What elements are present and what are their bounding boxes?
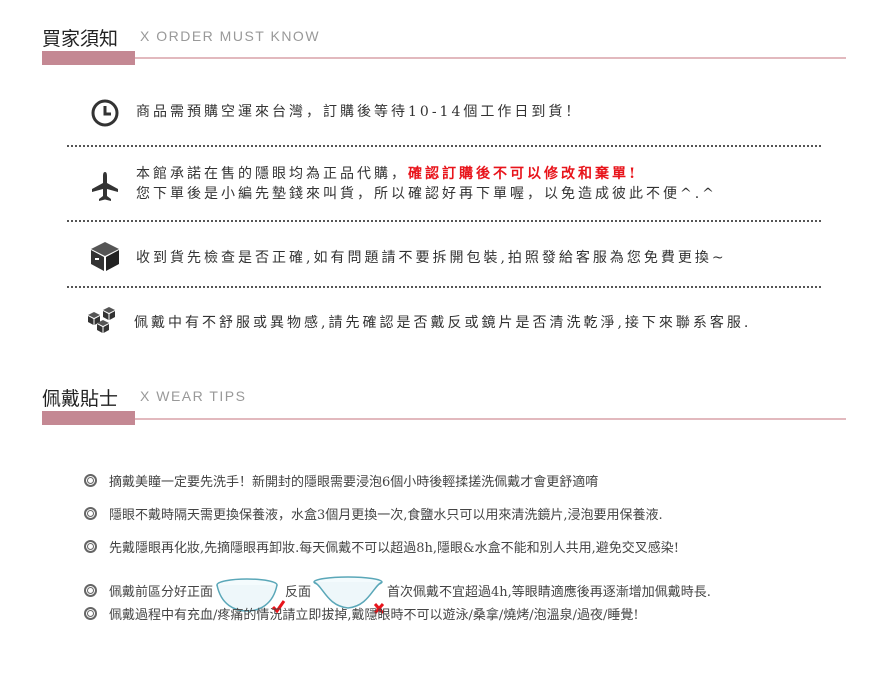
- airplane-icon: [92, 172, 118, 201]
- tip-text: 摘戴美瞳一定要先洗手！新開封的隱眼需要浸泡6個小時後輕揉搓洗佩戴才會更舒適唷: [109, 475, 599, 490]
- tip-text: 反面: [285, 584, 312, 600]
- box-icon: [91, 242, 119, 271]
- tip-text: 隱眼不戴時隔天需更換保養液，水盒3個月更換一次,食鹽水只可以用來清洗鏡片,浸泡要…: [109, 508, 663, 523]
- notice-discomfort: 佩戴中有不舒服或異物感,請先確認是否戴反或鏡片是否清洗乾淨,接下來聯系客服.: [134, 315, 752, 331]
- no-cancel-warning: 確認訂購後不可以修改和棄單!: [408, 166, 639, 182]
- wear-section-subtitle: X WEAR TIPS: [140, 388, 247, 404]
- clock-icon: [91, 99, 119, 127]
- title-divider: [135, 57, 846, 59]
- lens-inverted-icon: [313, 576, 385, 614]
- tip-item: 隱眼不戴時隔天需更換保養液，水盒3個月更換一次,食鹽水只可以用來清洗鏡片,浸泡要…: [84, 504, 663, 523]
- bullet-icon: [84, 507, 97, 520]
- notice-authentic: 本館承諾在售的隱眼均為正品代購，確認訂購後不可以修改和棄單!: [136, 163, 638, 183]
- title-divider: [135, 418, 846, 420]
- tip-text: 先戴隱眼再化妝,先摘隱眼再卸妝.每天佩戴不可以超過8h,隱眼&水盒不能和別人共用…: [109, 541, 679, 556]
- title-accent-block: [42, 411, 135, 425]
- lens-correct-icon: [216, 578, 286, 614]
- notice-authentic-text: 本館承諾在售的隱眼均為正品代購，: [136, 166, 408, 182]
- bullet-icon: [84, 583, 97, 597]
- title-accent-block: [42, 51, 135, 65]
- tip-item: 先戴隱眼再化妝,先摘隱眼再卸妝.每天佩戴不可以超過8h,隱眼&水盒不能和別人共用…: [84, 537, 679, 556]
- bullet-icon: [84, 474, 97, 487]
- bullet-icon: [84, 540, 97, 553]
- tip-text: 首次佩戴不宜超過4h,等眼睛適應後再逐漸增加佩戴時長.: [387, 584, 711, 600]
- order-section-subtitle: X ORDER MUST KNOW: [140, 28, 321, 44]
- tip-text: 佩戴過程中有充血/疼痛的情況請立即拔掉,戴隱眼時不可以遊泳/桑拿/燒烤/泡溫泉/…: [109, 608, 639, 623]
- notice-preorder: 商品需預購空運來台灣，訂購後等待10-14個工作日到貨！: [136, 104, 583, 120]
- notice-inspect: 收到貨先檢查是否正確,如有問題請不要拆開包裝,拍照發給客服為您免費更換~: [136, 250, 727, 266]
- order-section-title: 買家須知: [42, 28, 119, 50]
- dotted-divider: [67, 145, 821, 147]
- tip-item: 佩戴前區分好正面 反面 首次佩戴不宜超過4h,等眼睛適應後再逐漸增加佩戴時長.: [84, 570, 711, 614]
- notice-prepay: 您下單後是小編先墊錢來叫貨，所以確認好再下單喔，以免造成彼此不便^.^: [136, 186, 717, 202]
- wear-section-title: 佩戴貼士: [42, 388, 119, 410]
- tip-item: 摘戴美瞳一定要先洗手！新開封的隱眼需要浸泡6個小時後輕揉搓洗佩戴才會更舒適唷: [84, 471, 598, 490]
- bullet-icon: [84, 607, 97, 620]
- dotted-divider: [67, 220, 821, 222]
- cubes-icon: [88, 307, 115, 333]
- dotted-divider: [67, 286, 821, 288]
- tip-text: 佩戴前區分好正面: [109, 584, 214, 600]
- tip-item: 佩戴過程中有充血/疼痛的情況請立即拔掉,戴隱眼時不可以遊泳/桑拿/燒烤/泡溫泉/…: [84, 604, 639, 623]
